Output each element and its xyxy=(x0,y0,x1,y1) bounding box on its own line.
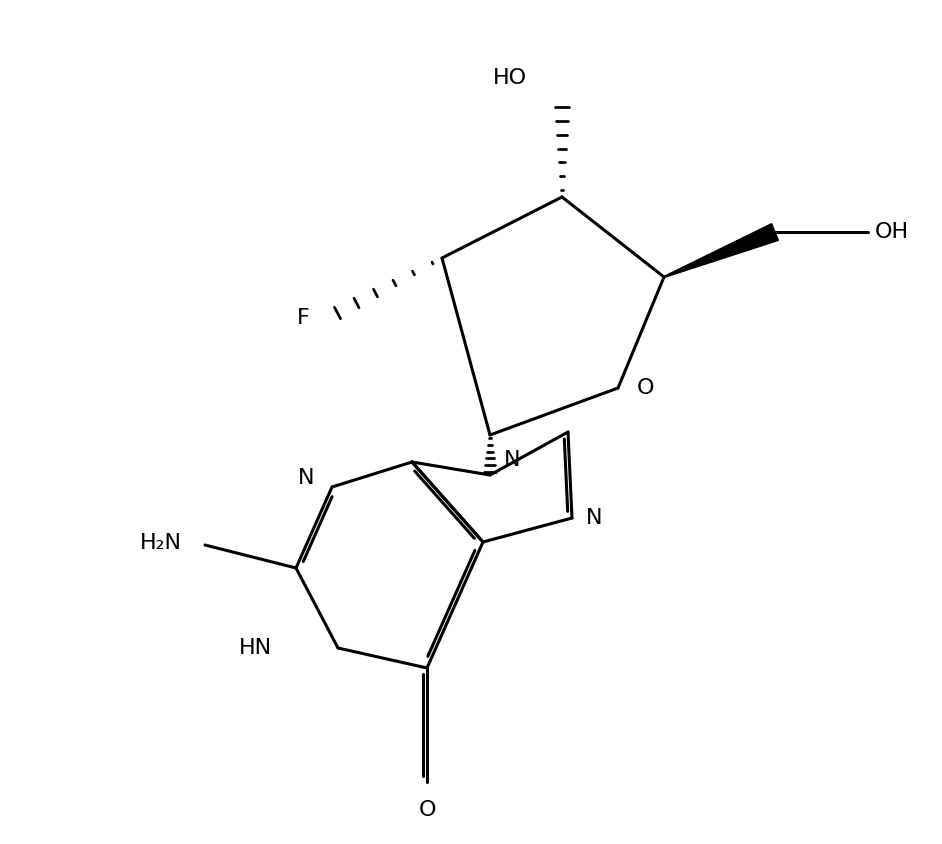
Text: HN: HN xyxy=(239,638,272,658)
Text: OH: OH xyxy=(875,222,909,242)
Text: N: N xyxy=(586,508,603,528)
Text: F: F xyxy=(298,308,310,328)
Text: O: O xyxy=(418,800,436,820)
Text: O: O xyxy=(637,378,655,398)
Polygon shape xyxy=(664,224,778,278)
Text: HO: HO xyxy=(493,68,527,88)
Text: N: N xyxy=(298,468,314,488)
Text: N: N xyxy=(504,450,521,470)
Text: H₂N: H₂N xyxy=(140,533,182,553)
